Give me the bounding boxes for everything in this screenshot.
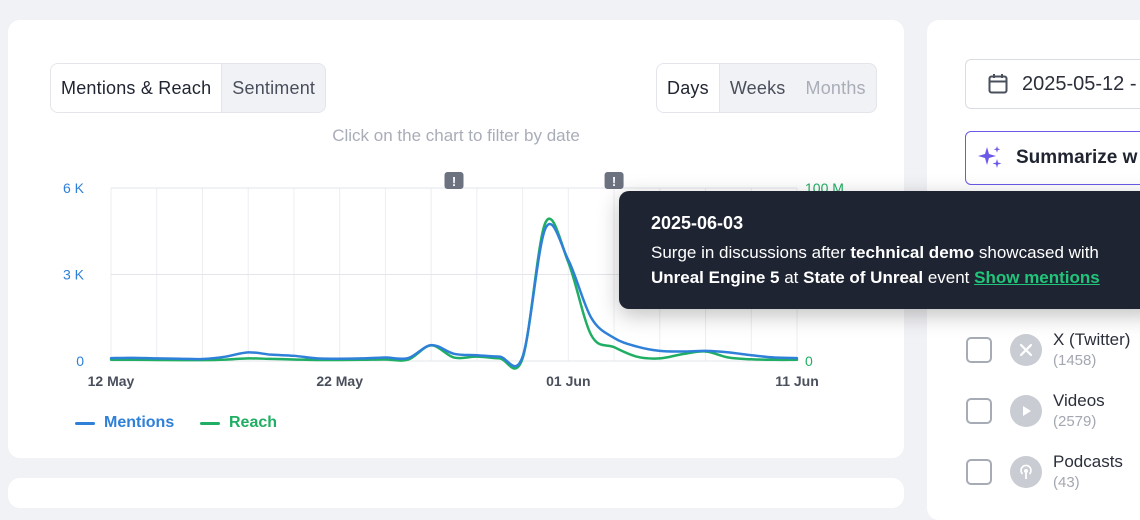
source-name-podcasts: Podcasts [1053, 452, 1123, 471]
sparkles-icon [978, 146, 1002, 168]
podcast-icon [1010, 456, 1042, 488]
metric-tabs: Mentions & Reach Sentiment [50, 63, 327, 113]
tab-weeks[interactable]: Weeks [729, 77, 786, 98]
x-tick-label: 01 Jun [546, 373, 590, 389]
tooltip-text-7: event [923, 268, 975, 287]
alert-marker-glyph: ! [452, 174, 456, 189]
legend-mentions[interactable]: Mentions [75, 414, 174, 432]
x-tick-label: 12 May [88, 373, 135, 389]
y-right-tick-label: 0 [805, 353, 813, 369]
source-name-videos: Videos [1053, 391, 1105, 410]
y-left-tick-label: 0 [76, 353, 84, 369]
series-line-reach [109, 217, 799, 370]
tab-mentions-reach[interactable]: Mentions & Reach [51, 64, 223, 112]
checkbox-podcasts[interactable] [966, 459, 992, 485]
tooltip-text-2: showcased with [974, 243, 1099, 262]
tab-months[interactable]: Months [805, 77, 866, 98]
legend-reach[interactable]: Reach [200, 414, 277, 432]
alert-marker-icon [444, 172, 464, 189]
tooltip-text-1: technical demo [850, 243, 975, 262]
source-count-twitter: (1458) [1053, 352, 1097, 369]
reach-swatch [200, 421, 220, 425]
tooltip-text-6: State of Unreal [803, 268, 924, 287]
checkbox-videos[interactable] [966, 398, 992, 424]
date-range-text: 2025-05-12 - [1022, 72, 1137, 95]
source-item-twitter[interactable]: X (Twitter) (1458) [966, 329, 1130, 371]
x-tick-label: 11 Jun [775, 373, 819, 389]
tab-sentiment[interactable]: Sentiment [232, 77, 316, 98]
period-tabs: Days Weeks Months [656, 63, 877, 113]
date-range-picker[interactable]: 2025-05-12 - [965, 59, 1140, 109]
chart-hint: Click on the chart to filter by date [332, 126, 580, 145]
event-tooltip: 2025-06-03 Surge in discussions after te… [619, 191, 1140, 309]
mentions-swatch [75, 421, 95, 425]
source-count-podcasts: (43) [1053, 474, 1080, 491]
summarize-button[interactable]: Summarize w [965, 131, 1140, 185]
source-item-podcasts[interactable]: Podcasts (43) [966, 451, 1123, 493]
calendar-icon [988, 74, 1008, 94]
legend-mentions-label: Mentions [104, 414, 175, 431]
source-name-twitter: X (Twitter) [1053, 330, 1131, 349]
bottom-card [8, 478, 904, 508]
summarize-label: Summarize w [1016, 147, 1138, 168]
x-tick-label: 22 May [316, 373, 363, 389]
tooltip-text-0: Surge in discussions after [651, 243, 851, 262]
source-count-videos: (2579) [1053, 413, 1097, 430]
play-icon [1010, 395, 1042, 427]
alert-marker-icon [604, 172, 624, 189]
show-mentions-link[interactable]: Show mentions [974, 268, 1100, 287]
tooltip-description: Surge in discussions after technical dem… [651, 240, 1140, 290]
source-item-videos[interactable]: Videos (2579) [966, 390, 1105, 432]
tooltip-text-5: at [779, 268, 804, 287]
tooltip-date: 2025-06-03 [651, 213, 744, 233]
tab-days[interactable]: Days [657, 64, 720, 112]
x-twitter-icon [1010, 334, 1042, 366]
series-line-mentions [109, 222, 799, 368]
checkbox-twitter[interactable] [966, 337, 992, 363]
y-left-tick-label: 3 K [63, 267, 85, 283]
legend-reach-label: Reach [229, 414, 278, 431]
y-left-tick-label: 6 K [63, 180, 85, 196]
tooltip-text-4: Unreal Engine 5 [651, 268, 780, 287]
alert-marker-glyph: ! [612, 174, 616, 189]
